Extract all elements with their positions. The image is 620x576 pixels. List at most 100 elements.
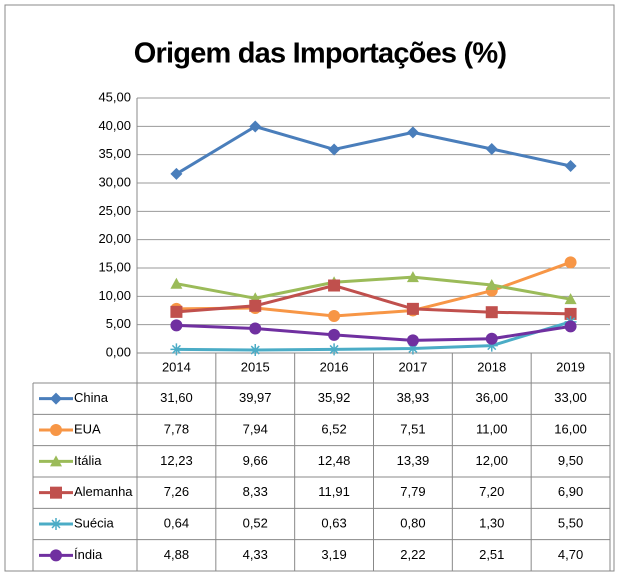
legend-label: Índia — [74, 547, 103, 562]
marker — [485, 339, 498, 352]
marker — [328, 143, 341, 156]
x-tick-label: 2017 — [398, 359, 427, 374]
x-tick-label: 2015 — [241, 359, 270, 374]
table-cell: 0,63 — [321, 515, 346, 530]
table-cell: 7,20 — [479, 484, 504, 499]
series-line — [176, 323, 571, 342]
marker — [564, 256, 577, 269]
table-cell: 12,48 — [318, 453, 351, 468]
series-line — [176, 284, 571, 316]
table-cell: 4,70 — [558, 547, 583, 562]
table-cell: 7,26 — [164, 484, 189, 499]
table-cell: 7,94 — [243, 421, 268, 436]
x-tick-label: 2019 — [556, 359, 585, 374]
table-cell: 0,80 — [400, 515, 425, 530]
table-cell: 5,50 — [558, 515, 583, 530]
marker — [406, 126, 419, 139]
y-tick-label: 20,00 — [98, 231, 131, 246]
table-cell: 11,91 — [318, 484, 350, 499]
table-cell: 4,33 — [243, 547, 268, 562]
marker — [485, 279, 498, 290]
chart-title: Origem das Importações (%) — [134, 38, 507, 70]
series-line — [175, 125, 571, 176]
y-tick-label: 25,00 — [98, 203, 131, 218]
table-cell: 35,92 — [318, 390, 351, 405]
marker — [170, 343, 183, 356]
marker — [564, 293, 577, 305]
marker — [249, 322, 262, 335]
table-cell: 2,22 — [400, 547, 425, 562]
table-cell: 8,33 — [243, 484, 268, 499]
marker — [328, 310, 341, 323]
y-tick-label: 5,00 — [106, 316, 131, 331]
marker — [328, 328, 341, 341]
table-cell: 6,90 — [558, 484, 583, 499]
legend-label: EUA — [74, 421, 101, 436]
table-cell: 31,60 — [160, 390, 193, 405]
marker — [485, 306, 498, 319]
table-cell: 0,64 — [164, 515, 189, 530]
table-cell: 2,51 — [479, 547, 504, 562]
marker — [170, 319, 183, 332]
table-cell: 7,79 — [400, 484, 425, 499]
x-tick-label: 2014 — [162, 359, 191, 374]
marker — [50, 486, 62, 499]
table-cell: 12,23 — [160, 453, 193, 468]
marker — [406, 302, 419, 315]
marker — [485, 332, 498, 345]
marker — [50, 392, 62, 405]
marker — [170, 277, 183, 289]
marker — [406, 342, 419, 355]
table-cell: 33,00 — [554, 390, 587, 405]
marker — [328, 343, 341, 356]
marker — [170, 305, 183, 318]
table-cell: 7,78 — [164, 421, 189, 436]
marker — [249, 120, 262, 133]
marker — [50, 424, 62, 436]
table-cell: 12,00 — [475, 453, 508, 468]
table-cell: 3,19 — [321, 547, 346, 562]
legend-label: Alemanha — [74, 484, 133, 499]
table-cell: 39,97 — [239, 390, 272, 405]
table-cell: 6,52 — [321, 421, 346, 436]
table-cell: 9,50 — [558, 453, 583, 468]
y-tick-label: 10,00 — [98, 288, 131, 303]
marker — [249, 299, 262, 312]
table-cell: 0,52 — [243, 515, 268, 530]
table-cell: 9,66 — [243, 453, 268, 468]
table-cell: 16,00 — [554, 421, 587, 436]
marker — [564, 307, 577, 320]
table-cell: 4,88 — [164, 547, 189, 562]
x-tick-label: 2016 — [320, 359, 349, 374]
marker — [406, 271, 419, 283]
table-cell: 11,00 — [476, 421, 508, 436]
table-cell: 1,30 — [479, 515, 504, 530]
legend-label: China — [74, 390, 109, 405]
x-tick-label: 2018 — [477, 359, 506, 374]
marker — [564, 320, 577, 333]
marker — [249, 344, 262, 357]
marker — [406, 334, 419, 347]
y-tick-label: 40,00 — [98, 118, 131, 133]
marker — [485, 143, 498, 155]
table-cell: 13,39 — [397, 453, 430, 468]
marker — [50, 549, 62, 562]
series-line — [176, 275, 571, 301]
series-line — [176, 320, 572, 352]
y-tick-label: 0,00 — [106, 344, 131, 359]
y-tick-label: 45,00 — [98, 89, 131, 104]
y-tick-label: 35,00 — [98, 146, 131, 161]
marker — [328, 279, 341, 292]
table-cell: 7,51 — [400, 421, 425, 436]
marker — [170, 167, 183, 180]
legend-label: Itália — [74, 453, 102, 468]
table-cell: 38,93 — [397, 390, 430, 405]
marker — [564, 160, 577, 172]
marker — [50, 455, 62, 467]
marker — [50, 518, 62, 530]
legend-label: Suécia — [74, 515, 115, 530]
y-tick-label: 30,00 — [98, 174, 131, 189]
y-tick-label: 15,00 — [98, 259, 131, 274]
table-cell: 36,00 — [475, 390, 508, 405]
